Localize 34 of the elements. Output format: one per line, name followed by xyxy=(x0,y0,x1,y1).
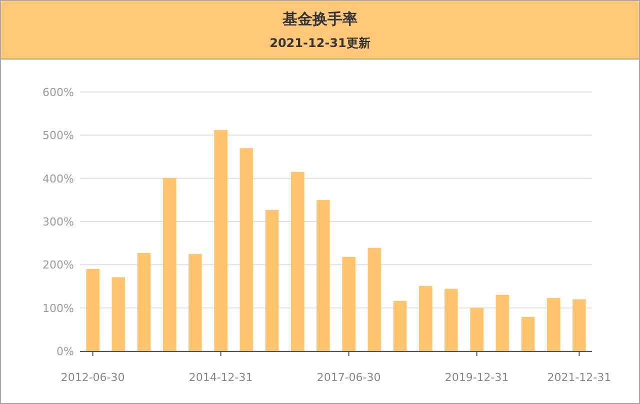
y-tick-label: 100% xyxy=(42,302,74,315)
y-tick-label: 600% xyxy=(42,86,74,99)
bar xyxy=(290,172,304,351)
bar xyxy=(342,256,356,351)
bar xyxy=(546,298,560,351)
bar xyxy=(214,130,228,351)
x-tick-label: 2017-06-30 xyxy=(316,371,381,384)
y-tick-label: 500% xyxy=(42,129,74,142)
bar xyxy=(240,148,254,351)
chart-title: 基金换手率 xyxy=(282,10,358,28)
bar xyxy=(137,253,151,351)
bar xyxy=(316,200,330,351)
bar xyxy=(368,248,382,351)
y-tick-label: 400% xyxy=(42,172,74,186)
x-tick-label: 2021-12-31 xyxy=(547,371,612,384)
bar xyxy=(444,288,458,351)
bar xyxy=(418,286,432,351)
y-tick-label: 0% xyxy=(56,345,74,358)
bar xyxy=(393,300,407,351)
bar xyxy=(470,308,484,351)
y-tick-label: 200% xyxy=(42,258,74,272)
x-tick-label: 2019-12-31 xyxy=(444,371,509,384)
bar xyxy=(572,299,586,351)
chart-subtitle: 2021-12-31更新 xyxy=(270,36,370,50)
bar xyxy=(496,294,510,351)
bar xyxy=(188,254,202,351)
x-tick-label: 2012-06-30 xyxy=(60,371,125,384)
bar xyxy=(265,210,279,351)
y-tick-label: 300% xyxy=(42,216,74,228)
bar xyxy=(162,178,176,351)
bar xyxy=(521,316,535,351)
x-tick-label: 2014-12-31 xyxy=(188,371,253,384)
bar xyxy=(112,277,126,351)
bar xyxy=(86,268,100,351)
